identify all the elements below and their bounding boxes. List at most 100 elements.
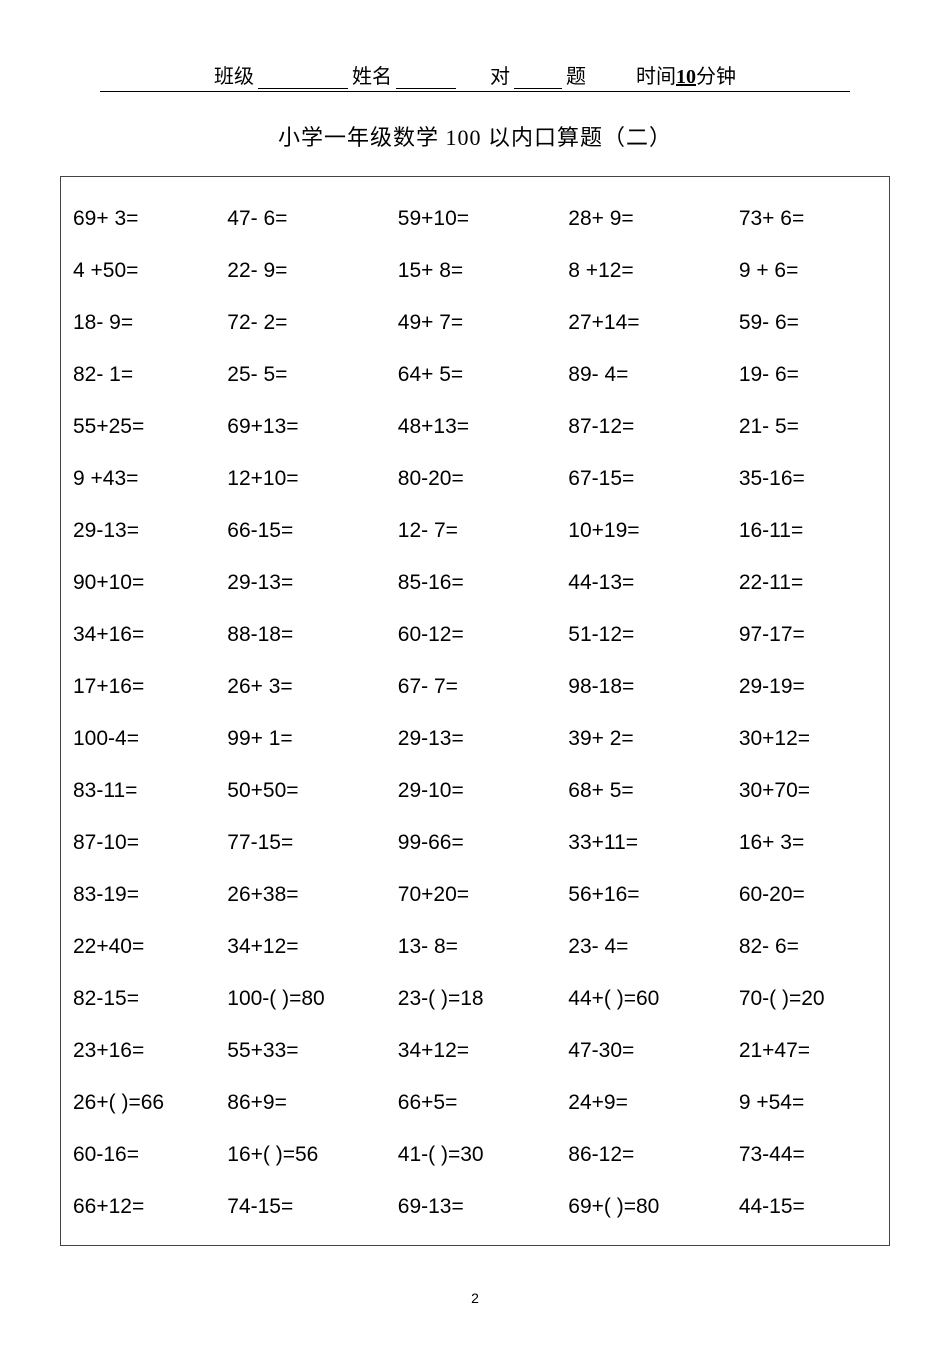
problem-row: 69+ 3=47- 6=59+10=28+ 9=73+ 6= [69,193,881,245]
problem-cell: 87-12= [564,401,735,453]
problem-cell: 19- 6= [735,349,881,401]
problem-cell: 13- 8= [394,921,565,973]
problem-row: 66+12=74-15=69-13=69+( )=8044-15= [69,1181,881,1233]
problem-cell: 9 +54= [735,1077,881,1129]
problem-row: 17+16=26+ 3=67- 7=98-18=29-19= [69,661,881,713]
problem-grid: 69+ 3=47- 6=59+10=28+ 9=73+ 6=4 +50=22- … [69,193,881,1233]
problem-cell: 21+47= [735,1025,881,1077]
problem-cell: 12+10= [223,453,394,505]
problem-cell: 29-10= [394,765,565,817]
problem-cell: 70-( )=20 [735,973,881,1025]
problem-cell: 34+12= [223,921,394,973]
problem-cell: 44+( )=60 [564,973,735,1025]
worksheet-title: 小学一年级数学 100 以内口算题（二） [60,120,890,152]
problem-cell: 30+12= [735,713,881,765]
worksheet-page: 班级 姓名 对 题 时间 10 分钟 小学一年级数学 100 以内口算题（二） … [0,0,950,1306]
time-segment: 时间 10 分钟 [636,60,736,89]
correct-blank[interactable] [514,67,562,89]
problem-cell: 50+50= [223,765,394,817]
problem-cell: 59+10= [394,193,565,245]
problem-cell: 33+11= [564,817,735,869]
problem-cell: 26+ 3= [223,661,394,713]
problem-cell: 49+ 7= [394,297,565,349]
problem-row: 23+16=55+33=34+12=47-30=21+47= [69,1025,881,1077]
correct-segment: 对 题 [490,60,586,89]
time-label-pre: 时间 [636,60,676,89]
time-value: 10 [676,66,696,89]
class-blank[interactable] [258,67,348,89]
problem-cell: 82-15= [69,973,223,1025]
name-label: 姓名 [352,60,392,89]
problem-cell: 16+ 3= [735,817,881,869]
problem-cell: 26+38= [223,869,394,921]
problem-cell: 39+ 2= [564,713,735,765]
problem-cell: 41-( )=30 [394,1129,565,1181]
problem-cell: 68+ 5= [564,765,735,817]
problem-cell: 25- 5= [223,349,394,401]
problem-cell: 98-18= [564,661,735,713]
problem-cell: 9 + 6= [735,245,881,297]
header-line: 班级 姓名 对 题 时间 10 分钟 [100,60,850,92]
problem-cell: 30+70= [735,765,881,817]
problem-cell: 66-15= [223,505,394,557]
problem-cell: 82- 6= [735,921,881,973]
problem-cell: 23-( )=18 [394,973,565,1025]
problem-cell: 69+13= [223,401,394,453]
problem-cell: 22+40= [69,921,223,973]
problem-cell: 48+13= [394,401,565,453]
problem-cell: 74-15= [223,1181,394,1233]
problem-cell: 72- 2= [223,297,394,349]
problem-cell: 73-44= [735,1129,881,1181]
problem-cell: 34+16= [69,609,223,661]
problem-cell: 29-13= [223,557,394,609]
name-blank[interactable] [396,67,456,89]
problem-cell: 12- 7= [394,505,565,557]
problem-cell: 77-15= [223,817,394,869]
problem-row: 29-13=66-15=12- 7=10+19=16-11= [69,505,881,557]
problem-cell: 55+25= [69,401,223,453]
problem-cell: 35-16= [735,453,881,505]
problem-cell: 97-17= [735,609,881,661]
problem-cell: 10+19= [564,505,735,557]
problem-cell: 56+16= [564,869,735,921]
class-segment: 班级 [214,60,352,89]
problem-cell: 16+( )=56 [223,1129,394,1181]
problem-cell: 44-15= [735,1181,881,1233]
problem-cell: 99+ 1= [223,713,394,765]
problem-cell: 90+10= [69,557,223,609]
problem-cell: 85-16= [394,557,565,609]
problem-cell: 47-30= [564,1025,735,1077]
problem-row: 82- 1=25- 5=64+ 5=89- 4=19- 6= [69,349,881,401]
correct-label: 对 [490,60,510,89]
problem-cell: 66+12= [69,1181,223,1233]
problem-cell: 22- 9= [223,245,394,297]
problem-cell: 59- 6= [735,297,881,349]
problem-cell: 29-13= [394,713,565,765]
problem-cell: 86-12= [564,1129,735,1181]
problem-cell: 60-20= [735,869,881,921]
problem-cell: 64+ 5= [394,349,565,401]
problem-cell: 23- 4= [564,921,735,973]
problem-row: 18- 9=72- 2=49+ 7=27+14=59- 6= [69,297,881,349]
problem-row: 22+40=34+12=13- 8=23- 4=82- 6= [69,921,881,973]
problem-cell: 26+( )=66 [69,1077,223,1129]
problem-cell: 69+ 3= [69,193,223,245]
problem-cell: 83-19= [69,869,223,921]
problem-cell: 73+ 6= [735,193,881,245]
questions-label: 题 [566,60,586,89]
problem-cell: 29-13= [69,505,223,557]
problem-cell: 23+16= [69,1025,223,1077]
problem-cell: 80-20= [394,453,565,505]
problem-cell: 67- 7= [394,661,565,713]
problem-row: 34+16=88-18=60-12=51-12=97-17= [69,609,881,661]
problem-cell: 9 +43= [69,453,223,505]
name-segment: 姓名 [352,60,460,89]
problem-cell: 21- 5= [735,401,881,453]
problem-row: 82-15=100-( )=8023-( )=1844+( )=6070-( )… [69,973,881,1025]
problem-row: 9 +43=12+10=80-20=67-15=35-16= [69,453,881,505]
problem-cell: 16-11= [735,505,881,557]
problem-cell: 24+9= [564,1077,735,1129]
problem-cell: 18- 9= [69,297,223,349]
problem-row: 83-11=50+50=29-10=68+ 5=30+70= [69,765,881,817]
problem-cell: 28+ 9= [564,193,735,245]
